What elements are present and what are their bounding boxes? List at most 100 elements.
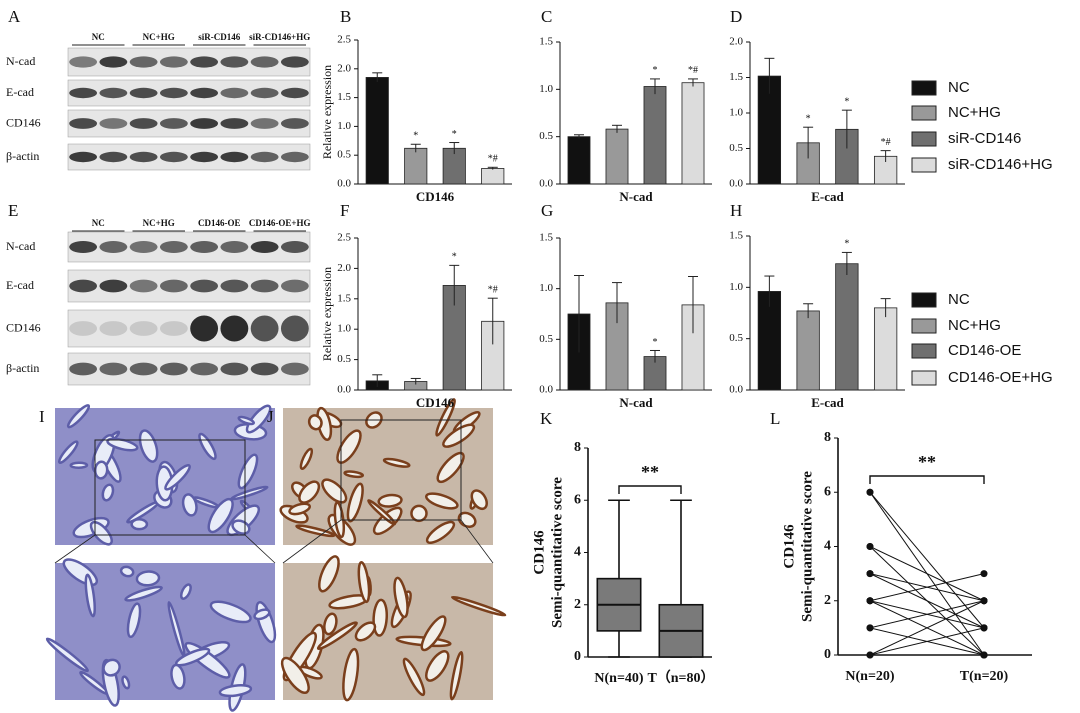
panel-label: B xyxy=(340,7,351,26)
y-tick-label: 0.5 xyxy=(729,332,743,344)
y-tick-label: 2.0 xyxy=(337,262,351,274)
error-bar xyxy=(449,264,460,306)
blot-band xyxy=(220,118,249,129)
y-tick-label: 8 xyxy=(574,440,581,455)
x-axis-label: N-cad xyxy=(619,395,653,410)
significance-mark: *# xyxy=(488,284,498,295)
gland xyxy=(237,453,259,490)
significance-mark: * xyxy=(806,113,811,124)
significance-mark: * xyxy=(653,65,658,76)
blot-band xyxy=(129,279,158,293)
significance-mark: *# xyxy=(881,137,891,148)
y-tick-label: 1.5 xyxy=(729,230,743,242)
blot-band xyxy=(129,87,158,99)
y-tick-label: 1.5 xyxy=(539,232,553,244)
gland xyxy=(253,608,271,621)
bar xyxy=(481,168,505,185)
blot-band xyxy=(69,151,98,163)
blot-band xyxy=(159,241,188,253)
bar xyxy=(404,147,428,185)
y-tick-label: 0.5 xyxy=(539,130,553,142)
blot-band xyxy=(159,151,188,163)
blot-band xyxy=(159,279,188,293)
legend-label: NC+HG xyxy=(948,317,1001,334)
blot-band xyxy=(129,56,158,68)
group-label: NC xyxy=(92,32,105,42)
gland xyxy=(93,460,109,480)
blot-band xyxy=(190,241,219,253)
y-tick-label: 8 xyxy=(824,430,831,445)
pair-line xyxy=(869,546,985,602)
x-axis-label: CD146 xyxy=(416,395,455,410)
error-bar xyxy=(574,274,584,353)
row-label: CD146 xyxy=(6,115,41,129)
zoom-line xyxy=(460,519,494,564)
bar xyxy=(796,310,820,391)
gland xyxy=(449,651,464,701)
gland xyxy=(181,493,198,517)
error-bar xyxy=(688,276,698,334)
gland xyxy=(333,501,346,539)
blot-band xyxy=(69,279,98,293)
error-bar xyxy=(612,124,622,133)
gland xyxy=(393,576,409,619)
y-tick-label: 1.0 xyxy=(337,120,351,132)
gland xyxy=(425,520,456,544)
pair-line xyxy=(869,600,985,656)
y-tick-label: 0.5 xyxy=(729,142,743,154)
blot-band xyxy=(69,118,98,129)
blot-band xyxy=(159,87,188,99)
bar xyxy=(643,86,667,185)
gland xyxy=(101,483,115,502)
x-axis-label: E-cad xyxy=(811,189,844,204)
y-tick-label: 1.5 xyxy=(337,91,351,103)
y-tick-label: 1.0 xyxy=(539,83,553,95)
gland xyxy=(45,637,89,673)
error-bar xyxy=(372,374,383,387)
blot-band xyxy=(280,151,309,163)
y-tick-label: 1.0 xyxy=(337,323,351,335)
gland xyxy=(119,565,135,578)
point xyxy=(980,597,988,605)
gland xyxy=(435,398,456,437)
pair-line xyxy=(869,627,985,656)
significance-mark: * xyxy=(452,129,457,140)
y-tick-label: 2 xyxy=(574,597,581,612)
blot-band xyxy=(99,151,128,163)
legend-swatch xyxy=(911,318,937,334)
legend-label: siR-CD146 xyxy=(948,130,1021,147)
row-label: E-cad xyxy=(6,85,34,99)
row-label: N-cad xyxy=(6,54,35,68)
y-tick-label: 1.0 xyxy=(539,282,553,294)
blot-band xyxy=(280,118,309,129)
point xyxy=(980,651,988,659)
point xyxy=(980,570,988,578)
gland xyxy=(450,595,507,617)
legend-label: siR-CD146+HG xyxy=(948,156,1053,173)
blot-band xyxy=(159,118,188,129)
blot-band xyxy=(220,315,249,342)
row-label: N-cad xyxy=(6,239,35,253)
y-tick-label: 0.0 xyxy=(539,178,553,190)
error-bar xyxy=(880,298,891,318)
y-tick-label: 4 xyxy=(574,545,581,560)
y-tick-label: 2.0 xyxy=(337,62,351,74)
significance-bracket xyxy=(869,475,985,484)
pair-line xyxy=(869,600,985,629)
legend-label: CD146-OE xyxy=(948,342,1021,359)
error-bar xyxy=(803,303,814,319)
legend-label: NC xyxy=(948,79,970,96)
y-tick-label: 0 xyxy=(824,647,831,662)
panel-label: C xyxy=(541,7,552,26)
error-bar xyxy=(841,109,852,149)
gland xyxy=(354,621,377,642)
gland xyxy=(89,520,113,546)
gland xyxy=(372,598,389,637)
x-axis-label: CD146 xyxy=(416,189,455,204)
gland xyxy=(410,504,428,523)
panel-label: G xyxy=(541,201,553,220)
error-bar xyxy=(612,282,622,324)
bar xyxy=(605,128,629,185)
x-tick-label: N(n=40) xyxy=(594,671,644,686)
